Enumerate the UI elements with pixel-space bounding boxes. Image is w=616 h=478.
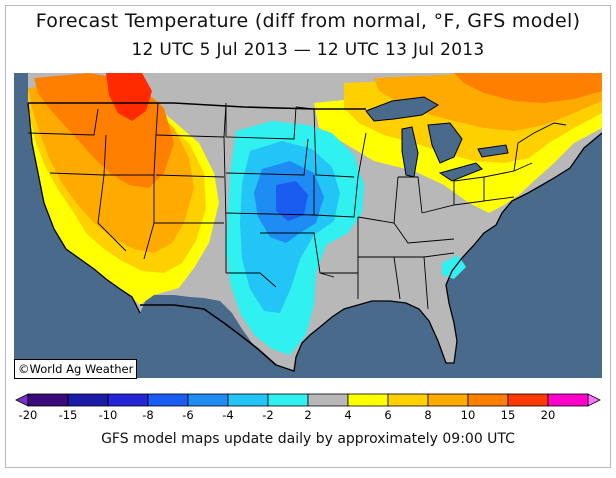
colorbar-label: 8 — [424, 408, 431, 422]
lake-superior — [365, 96, 439, 122]
map-subtitle: 12 UTC 5 Jul 2013 — 12 UTC 13 Jul 2013 — [131, 40, 485, 60]
colorbar-bin — [147, 393, 189, 407]
colorbar-bin — [347, 393, 389, 407]
colorbar-label: 4 — [344, 408, 351, 422]
temperature-anomaly-map — [14, 73, 602, 378]
footer-note: GFS model maps update daily by approxima… — [101, 431, 515, 447]
colorbar-bin — [67, 393, 109, 407]
lake-ontario — [477, 144, 509, 158]
colorbar-bin — [27, 393, 69, 407]
colorbar-bin — [187, 393, 229, 407]
colorbar-bin — [427, 393, 469, 407]
warm-darkorange-ne — [454, 73, 602, 103]
credit-label: ©World Ag Weather — [14, 359, 138, 379]
colorbar: -20 -15 -10 -8 -6 -4 -2 2 4 6 8 10 15 20 — [15, 393, 601, 422]
map-title: Forecast Temperature (diff from normal, … — [35, 10, 581, 32]
colorbar-bin — [307, 393, 349, 407]
colorbar-label: -20 — [19, 408, 38, 422]
colorbar-label: -6 — [182, 408, 193, 422]
colorbar-label: -10 — [99, 408, 118, 422]
canada-border — [28, 102, 366, 110]
colorbar-label: -2 — [262, 408, 273, 422]
lake-huron — [427, 122, 463, 164]
state-borders — [27, 102, 567, 310]
colorbar-bin — [227, 393, 269, 407]
colorbar-label: 10 — [461, 408, 476, 422]
colorbar-label: -15 — [59, 408, 78, 422]
colorbar-bin — [547, 393, 589, 407]
colorbar-bin — [107, 393, 149, 407]
colorbar-label: 6 — [384, 408, 391, 422]
colorbar-label: 20 — [541, 408, 556, 422]
cool-minus8 — [276, 181, 308, 221]
colorbar-label: -4 — [222, 408, 233, 422]
colorbar-high-arrow — [587, 393, 601, 407]
colorbar-label: -8 — [142, 408, 153, 422]
colorbar-bin — [267, 393, 309, 407]
colorbar-label: 15 — [501, 408, 516, 422]
colorbar-bin — [507, 393, 549, 407]
colorbar-low-arrow — [15, 393, 29, 407]
lake-erie — [438, 162, 483, 182]
colorbar-bin — [387, 393, 429, 407]
colorbar-label: 2 — [304, 408, 311, 422]
mexico-border — [140, 304, 277, 366]
colorbar-bin — [467, 393, 509, 407]
warm-red-core — [106, 73, 152, 121]
us-outline — [27, 102, 602, 372]
